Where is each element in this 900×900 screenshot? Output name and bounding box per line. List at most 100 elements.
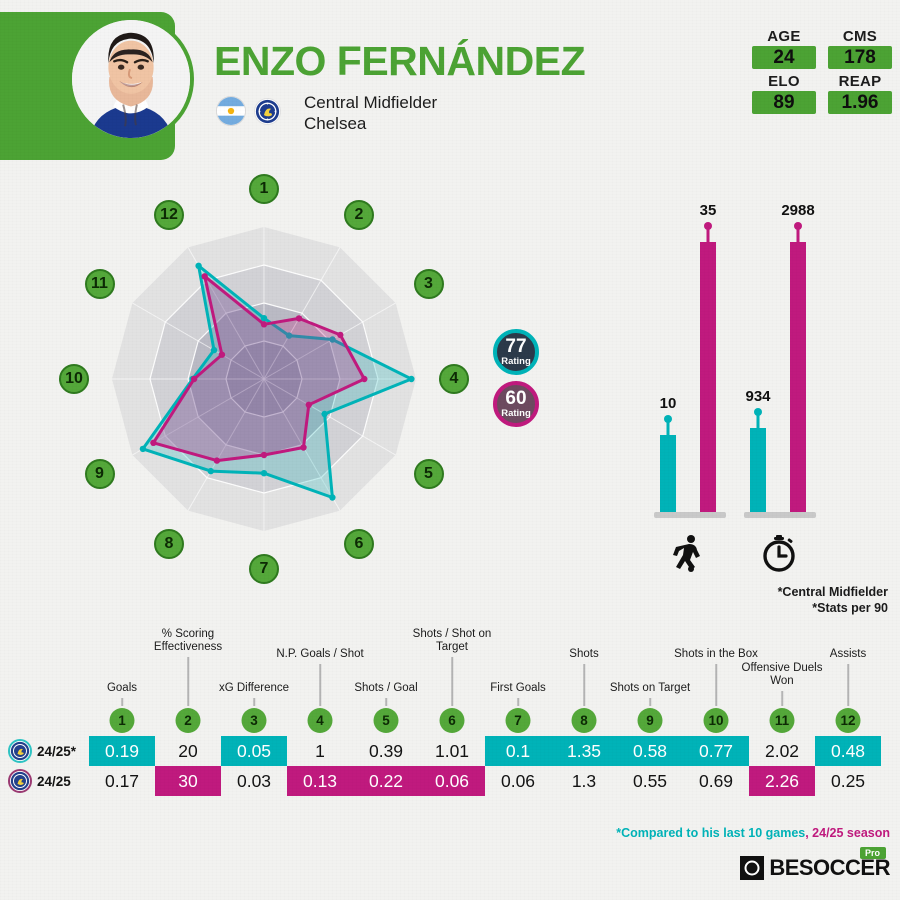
radar-point-1-9 xyxy=(139,445,147,453)
radar-axis-badge-1[interactable]: 1 xyxy=(249,174,279,204)
bar-1-1: 10 xyxy=(660,395,676,512)
radar-axis-badge-2[interactable]: 2 xyxy=(344,199,374,230)
season-label: 24/25* xyxy=(37,743,77,759)
bar-value-label: 934 xyxy=(745,388,771,405)
radar-axis-badge-3[interactable]: 3 xyxy=(413,269,444,299)
argentina-flag-icon xyxy=(216,96,246,126)
table-row-header: 24/25 xyxy=(8,766,71,796)
table-row: 24/25* 0.19 20 0.05 1 0.39 1.01 0.1 1.35 0.58 0.77… xyxy=(0,736,900,766)
radar-axis-badge-4[interactable]: 4 xyxy=(439,364,469,394)
table-cell-7-24-25star: 0.1 xyxy=(485,736,551,766)
player-photo-illustration xyxy=(72,20,190,138)
table-cell-6-24-25star: 1.01 xyxy=(434,740,470,761)
column-label-5: Shots / Goal xyxy=(354,682,418,694)
column-number-badge-11[interactable]: 11 xyxy=(769,708,795,733)
besoccer-pro-badge: Pro xyxy=(859,847,886,859)
bar-value-label: 10 xyxy=(659,395,677,412)
table-cell-5-24-25star: 0.39 xyxy=(368,740,404,761)
column-number-badge-7[interactable]: 7 xyxy=(505,708,531,733)
radar-axis-badge-6[interactable]: 6 xyxy=(344,528,374,559)
radar-axis-badge-11[interactable]: 11 xyxy=(84,269,115,299)
radar-point-1-12 xyxy=(195,262,202,269)
column-number-badge-5[interactable]: 5 xyxy=(373,708,399,733)
bar-baseline-2 xyxy=(744,512,816,518)
besoccer-logo-icon xyxy=(740,856,765,880)
besoccer-logo-text: BESOCCER xyxy=(769,855,890,880)
radar-point-2-3 xyxy=(337,331,344,339)
besoccer-logo[interactable]: BESOCCER xyxy=(740,855,890,881)
radar-axis-badge-7[interactable]: 7 xyxy=(249,554,279,584)
column-number-badge-9[interactable]: 9 xyxy=(637,708,663,733)
note-central-midfielder: *Central Midfielder xyxy=(777,585,888,599)
attribute-reap: REAP 1.96 xyxy=(828,73,892,114)
radar-point-1-11 xyxy=(210,346,218,354)
attribute-value: 178 xyxy=(828,46,892,69)
radar-area-2 xyxy=(153,276,365,461)
attribute-age: AGE 24 xyxy=(752,28,816,69)
table-cell-10-24-25: 0.69 xyxy=(698,770,734,791)
table-column-labels: Goals % Scoring Effectiveness xG Differenc… xyxy=(0,620,900,708)
note-stats-per-90: *Stats per 90 xyxy=(812,601,888,615)
table-cell-8-24-25: 1.3 xyxy=(571,770,597,791)
column-number-badge-3[interactable]: 3 xyxy=(241,708,267,733)
column-connector-7 xyxy=(517,698,519,706)
radar-axis-badge-8[interactable]: 8 xyxy=(154,528,184,559)
radar-point-2-7 xyxy=(260,451,268,459)
player-photo xyxy=(68,16,194,142)
radar-point-2-2 xyxy=(295,315,303,322)
attribute-label: REAP xyxy=(838,73,882,90)
radar-point-2-12 xyxy=(201,273,208,280)
attribute-label: ELO xyxy=(768,73,800,90)
radar-point-1-2 xyxy=(285,332,293,339)
table-cell-12-24-25star: 0.48 xyxy=(815,736,881,766)
table-cell-7-24-25: 0.06 xyxy=(500,770,536,791)
column-number-badge-10[interactable]: 10 xyxy=(703,708,729,733)
radar-point-1-6 xyxy=(329,494,336,501)
table-cell-9-24-25: 0.55 xyxy=(632,770,668,791)
table-number-badges: 1 2 3 4 5 6 7 8 9 10 11 12 xyxy=(0,708,900,736)
radar-point-2-10 xyxy=(190,375,198,383)
bar-dot xyxy=(754,408,762,416)
radar-axis-badge-9[interactable]: 9 xyxy=(84,459,115,489)
chelsea-crest-icon xyxy=(8,739,32,763)
rating-caption: Rating xyxy=(501,408,531,420)
bar-stem xyxy=(756,412,760,428)
radar-axis-badge-5[interactable]: 5 xyxy=(413,459,444,489)
attribute-label: CMS xyxy=(842,28,878,45)
radar-axis-badge-10[interactable]: 10 xyxy=(59,364,89,394)
radar-point-2-11 xyxy=(218,351,226,358)
page-title: ENZO FERNÁNDEZ xyxy=(214,38,586,84)
rating-badge-season: 60 Rating xyxy=(493,381,539,427)
table-cell-6-24-25: 0.06 xyxy=(419,766,485,796)
column-number-badge-6[interactable]: 6 xyxy=(439,708,465,733)
column-number-badge-1[interactable]: 1 xyxy=(109,708,135,733)
table-cell-1-24-25star: 0.19 xyxy=(89,736,155,766)
table-body: 24/25* 0.19 20 0.05 1 0.39 1.01 0.1 1.35 0.58 0.77… xyxy=(0,736,900,796)
bar-stem xyxy=(796,226,800,242)
bar-dot xyxy=(664,415,672,423)
radar-point-1-7 xyxy=(260,470,268,477)
column-number-badge-12[interactable]: 12 xyxy=(835,708,861,733)
bar-charts: 10 35 934 2988 xyxy=(620,200,900,580)
bar-stem xyxy=(706,226,710,242)
column-label-2: % Scoring Effectiveness xyxy=(153,628,223,653)
column-number-badge-4[interactable]: 4 xyxy=(307,708,333,733)
radar-point-1-4 xyxy=(408,375,415,383)
rating-value: 77 xyxy=(505,336,527,358)
bar-2-1: 934 xyxy=(745,388,771,512)
column-label-11: Offensive Duels Won xyxy=(741,662,823,687)
bar-value-label: 35 xyxy=(699,202,717,219)
player-position-club: Central Midfielder Chelsea xyxy=(304,92,437,134)
column-label-4: N.P. Goals / Shot xyxy=(276,648,364,660)
column-label-7: First Goals xyxy=(490,682,546,694)
radar-axis-badge-12[interactable]: 12 xyxy=(154,199,184,230)
table-cell-11-24-25star: 2.02 xyxy=(764,740,800,761)
column-number-badge-8[interactable]: 8 xyxy=(571,708,597,733)
radar-point-1-5 xyxy=(321,410,328,418)
column-connector-4 xyxy=(319,664,321,706)
column-label-1: Goals xyxy=(106,682,138,694)
column-number-badge-2[interactable]: 2 xyxy=(175,708,201,733)
radar-spoke-2 xyxy=(263,247,341,380)
radar-point-1-3 xyxy=(329,336,336,343)
